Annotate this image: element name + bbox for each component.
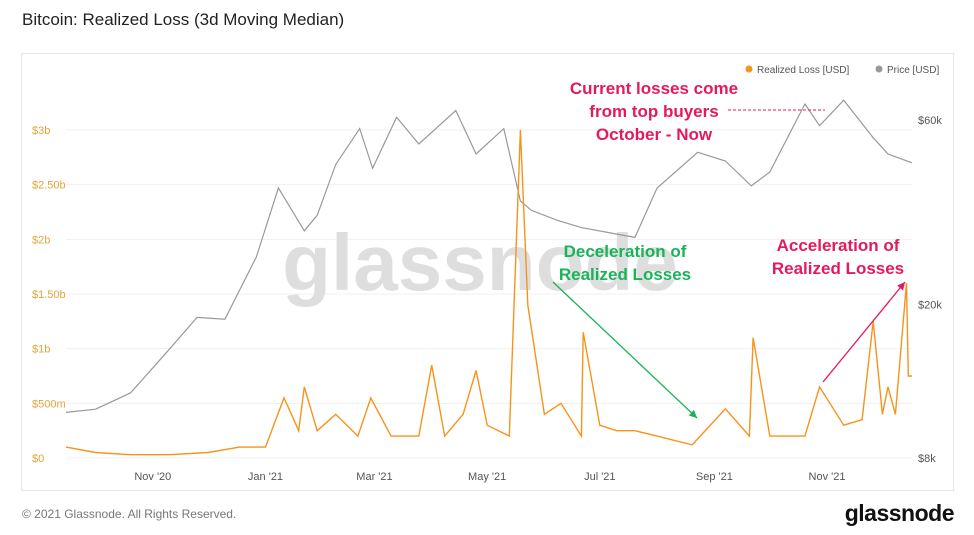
x-tick-label: May '21 (468, 471, 506, 483)
y-left-tick-label: $2b (32, 234, 50, 246)
y-left-tick-label: $3b (32, 125, 50, 137)
footer-copyright: © 2021 Glassnode. All Rights Reserved. (22, 507, 237, 521)
annotations: Current losses come from top buyers Octobe… (552, 79, 906, 419)
decel-arrow (552, 281, 698, 419)
y-right-tick-label: $20k (918, 299, 942, 311)
x-axis: Nov '20 Jan '21 Mar '21 May '21 Jul '21 Sep '… (134, 471, 845, 483)
annotation-top-line: Current losses come (570, 79, 738, 98)
annotation-top-line: from top buyers (589, 102, 718, 121)
x-tick-label: Sep '21 (696, 471, 733, 483)
y-left-tick-label: $0 (32, 453, 44, 465)
grid-lines (66, 129, 912, 459)
x-tick-label: Jul '21 (584, 471, 615, 483)
y-right-tick-label: $8k (918, 453, 936, 465)
annotation-accel-line: Acceleration of (777, 236, 900, 255)
price-series-line (65, 99, 913, 413)
chart-frame (21, 53, 954, 491)
legend-label-price: Price [USD] (887, 65, 939, 76)
series-group (65, 99, 913, 456)
annotation-decel-line: Realized Losses (559, 265, 691, 284)
accel-arrow (822, 281, 906, 383)
legend-marker-price (875, 65, 883, 73)
chart-title: Bitcoin: Realized Loss (3d Moving Median… (22, 10, 345, 29)
annotation-accel-line: Realized Losses (772, 259, 904, 278)
y-left-tick-label: $1.50b (32, 289, 66, 301)
x-tick-label: Nov '21 (809, 471, 846, 483)
x-tick-label: Nov '20 (134, 471, 171, 483)
y-axis-left: $0 $500m $1b $1.50b $2b $2.50b $3b (32, 125, 66, 465)
watermark: glassnode (282, 218, 678, 307)
annotation-top-line: October - Now (596, 125, 713, 144)
legend: Realized Loss [USD] Price [USD] (745, 65, 939, 76)
footer-logo: glassnode (844, 500, 955, 526)
y-left-tick-label: $2.50b (32, 180, 66, 192)
y-left-tick-label: $500m (32, 398, 66, 410)
realized-loss-series-line (65, 129, 912, 456)
y-axis-right: $8k $20k $60k (918, 115, 942, 465)
y-left-tick-label: $1b (32, 344, 50, 356)
legend-marker-realized-loss (745, 65, 753, 73)
y-right-tick-label: $60k (918, 115, 942, 127)
annotation-decel-line: Deceleration of (564, 242, 687, 261)
x-tick-label: Jan '21 (248, 471, 283, 483)
x-tick-label: Mar '21 (356, 471, 392, 483)
legend-label-realized-loss: Realized Loss [USD] (757, 65, 849, 76)
